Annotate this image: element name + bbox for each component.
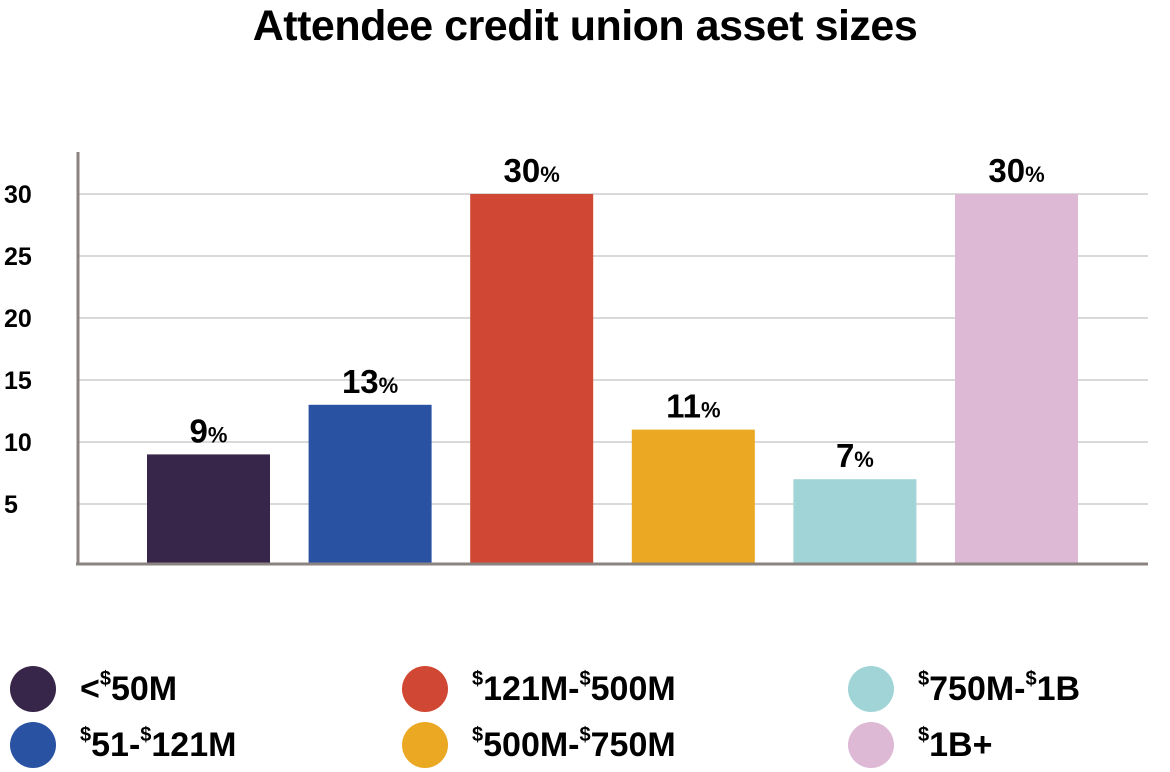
bar-1 bbox=[147, 454, 270, 563]
bar-3 bbox=[470, 194, 594, 563]
y-tick-label: 20 bbox=[4, 305, 32, 333]
legend-item: $500M-$750M bbox=[402, 720, 676, 770]
legend-item: $750M-$1B bbox=[848, 664, 1080, 714]
y-tick-label: 25 bbox=[4, 243, 32, 271]
legend-swatch bbox=[402, 666, 448, 712]
legend-label: $750M-$1B bbox=[918, 667, 1081, 708]
y-tick-label: 10 bbox=[4, 429, 32, 457]
legend-swatch bbox=[848, 722, 894, 768]
bar-5 bbox=[793, 479, 917, 563]
y-tick-label: 15 bbox=[4, 367, 32, 395]
legend-item: $51-$121M bbox=[10, 720, 236, 770]
data-label: 11% bbox=[666, 388, 720, 425]
data-label: 9% bbox=[190, 412, 228, 449]
bar-6 bbox=[955, 194, 1078, 563]
y-tick-label: 30 bbox=[4, 181, 32, 209]
legend-label: $121M-$500M bbox=[472, 667, 676, 708]
legend-swatch bbox=[402, 722, 448, 768]
y-tick-label: 5 bbox=[4, 491, 18, 519]
data-label: 30% bbox=[988, 152, 1044, 189]
legend-swatch bbox=[10, 666, 56, 712]
legend-swatch bbox=[10, 722, 56, 768]
legend-item: $121M-$500M bbox=[402, 664, 676, 714]
legend-label: $500M-$750M bbox=[472, 723, 676, 764]
data-label: 30% bbox=[504, 152, 560, 189]
legend-label: $1B+ bbox=[918, 723, 993, 764]
chart-title: Attendee credit union asset sizes bbox=[252, 2, 918, 50]
legend-item: <$50M bbox=[10, 664, 177, 714]
legend-label: $51-$121M bbox=[80, 723, 237, 764]
bar-4 bbox=[631, 429, 755, 563]
legend-label: <$50M bbox=[80, 667, 178, 708]
bar-2 bbox=[308, 404, 432, 563]
bar-chart: 5 10 15 20 25 30 9% 13% 30% 11% 7% 30% bbox=[4, 152, 1148, 566]
legend-item: $1B+ bbox=[848, 720, 992, 770]
legend-swatch bbox=[848, 666, 894, 712]
data-label: 7% bbox=[836, 437, 874, 474]
data-label: 13% bbox=[342, 363, 398, 400]
